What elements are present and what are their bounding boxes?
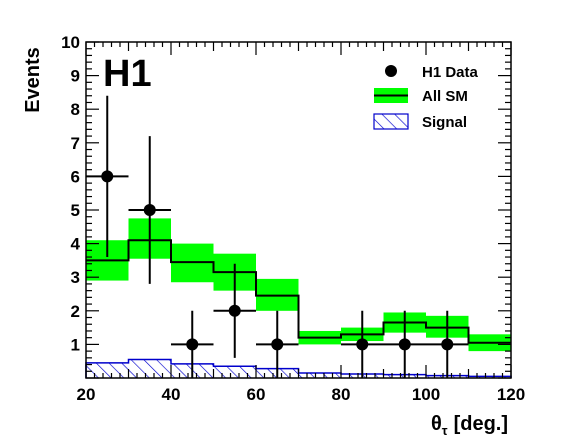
axis-ticks <box>85 41 512 379</box>
sm-histogram-layer <box>86 239 511 344</box>
y-tick-label: 5 <box>71 201 80 220</box>
y-tick-label: 4 <box>71 235 81 254</box>
data-point <box>441 338 454 351</box>
signal-bin <box>213 366 256 378</box>
y-tick-label: 8 <box>71 100 80 119</box>
signal-bin <box>86 362 129 378</box>
x-axis-subscript: τ <box>442 423 448 438</box>
legend-label-data: H1 Data <box>422 64 479 81</box>
y-tick-label: 7 <box>71 134 80 153</box>
legend-signal-swatch <box>373 113 409 130</box>
data-point <box>398 338 411 351</box>
legend: H1 Data All SM Signal <box>373 64 479 131</box>
legend-label-signal: Signal <box>422 114 467 131</box>
x-tick-label: 100 <box>412 385 440 404</box>
x-tick-label: 40 <box>162 385 181 404</box>
signal-bin <box>468 376 511 378</box>
y-tick-label: 9 <box>71 67 80 86</box>
y-tick-label: 3 <box>71 268 80 287</box>
x-axis-symbol: θ <box>431 413 442 435</box>
sm-step-line <box>86 239 511 344</box>
x-tick-label: 60 <box>247 385 266 404</box>
x-tick-label: 80 <box>332 385 351 404</box>
h1-logo: H1 <box>103 53 152 95</box>
signal-bin <box>128 359 171 378</box>
data-point <box>186 338 199 351</box>
data-points-layer <box>86 95 469 378</box>
y-axis-label: Events <box>22 47 44 113</box>
data-point <box>271 338 284 351</box>
signal-bin <box>298 372 341 378</box>
x-tick-labels: 20 40 60 80 100 120 <box>77 385 526 404</box>
legend-data-marker <box>385 65 397 77</box>
y-tick-labels: 1 2 3 4 5 6 7 8 9 10 <box>61 33 80 354</box>
x-tick-label: 20 <box>77 385 96 404</box>
x-axis-label: θτ [deg.] <box>431 413 508 438</box>
data-point <box>143 204 156 216</box>
legend-label-sm: All SM <box>422 88 468 105</box>
x-tick-label: 120 <box>497 385 525 404</box>
y-tick-label: 2 <box>71 302 80 321</box>
data-point <box>356 338 369 351</box>
y-tick-label: 6 <box>71 167 80 186</box>
y-tick-label: 10 <box>61 33 80 52</box>
x-axis-unit: [deg.] <box>454 413 508 435</box>
data-point <box>101 170 114 183</box>
y-tick-label: 1 <box>71 335 80 354</box>
data-point <box>228 304 241 317</box>
